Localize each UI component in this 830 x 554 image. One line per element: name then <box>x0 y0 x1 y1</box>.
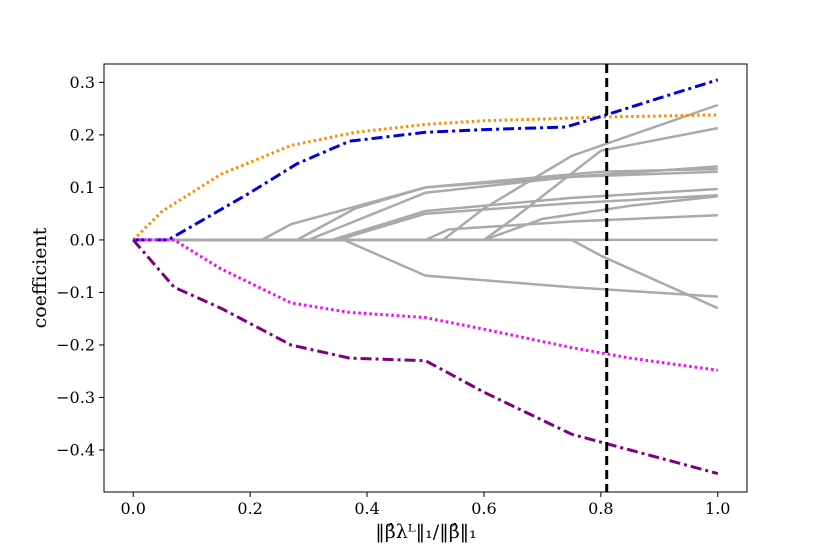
series-line-8 <box>133 126 719 242</box>
series-layer <box>132 78 719 476</box>
x-tick-label: 0.4 <box>354 499 379 518</box>
series-line-13 <box>133 78 719 242</box>
series-line-15 <box>132 238 719 476</box>
svg-text:‖β̂λᴸ‖₁/‖β̂‖₁: ‖β̂λᴸ‖₁/‖β̂‖₁ <box>375 521 477 543</box>
x-tick-label: 0.8 <box>588 499 613 518</box>
x-tick-label: 0.2 <box>237 499 262 518</box>
series-line-11 <box>133 238 719 310</box>
series-line-14 <box>133 238 719 372</box>
x-tick-label: 1.0 <box>705 499 730 518</box>
x-tick-label: 0.0 <box>121 499 146 518</box>
series-line-6 <box>133 213 718 242</box>
y-tick-label: 0.1 <box>70 178 95 197</box>
x-axis-label: ‖β̂λᴸ‖₁/‖β̂‖₁ <box>375 521 477 543</box>
series-line-1 <box>133 165 718 242</box>
y-tick-label: −0.4 <box>56 440 95 459</box>
series-line-5 <box>133 194 718 242</box>
y-tick-label: 0.2 <box>70 125 95 144</box>
y-axis-ticks: 0.3 0.2 0.1 0.0 −0.1 −0.2 −0.3 −0.4 <box>56 73 104 459</box>
plot-frame <box>103 63 748 493</box>
x-tick-label: 0.6 <box>471 499 496 518</box>
series-line-12 <box>132 113 718 241</box>
series-line-2 <box>133 167 718 242</box>
x-axis-ticks: 0.0 0.2 0.4 0.6 0.8 1.0 <box>121 492 730 518</box>
y-tick-label: −0.1 <box>56 283 95 302</box>
y-axis-label: coefficient <box>29 227 51 328</box>
y-tick-label: −0.3 <box>56 388 95 407</box>
y-tick-label: 0.3 <box>70 73 95 92</box>
y-tick-label: −0.2 <box>56 335 95 354</box>
y-tick-label: 0.0 <box>70 230 95 249</box>
